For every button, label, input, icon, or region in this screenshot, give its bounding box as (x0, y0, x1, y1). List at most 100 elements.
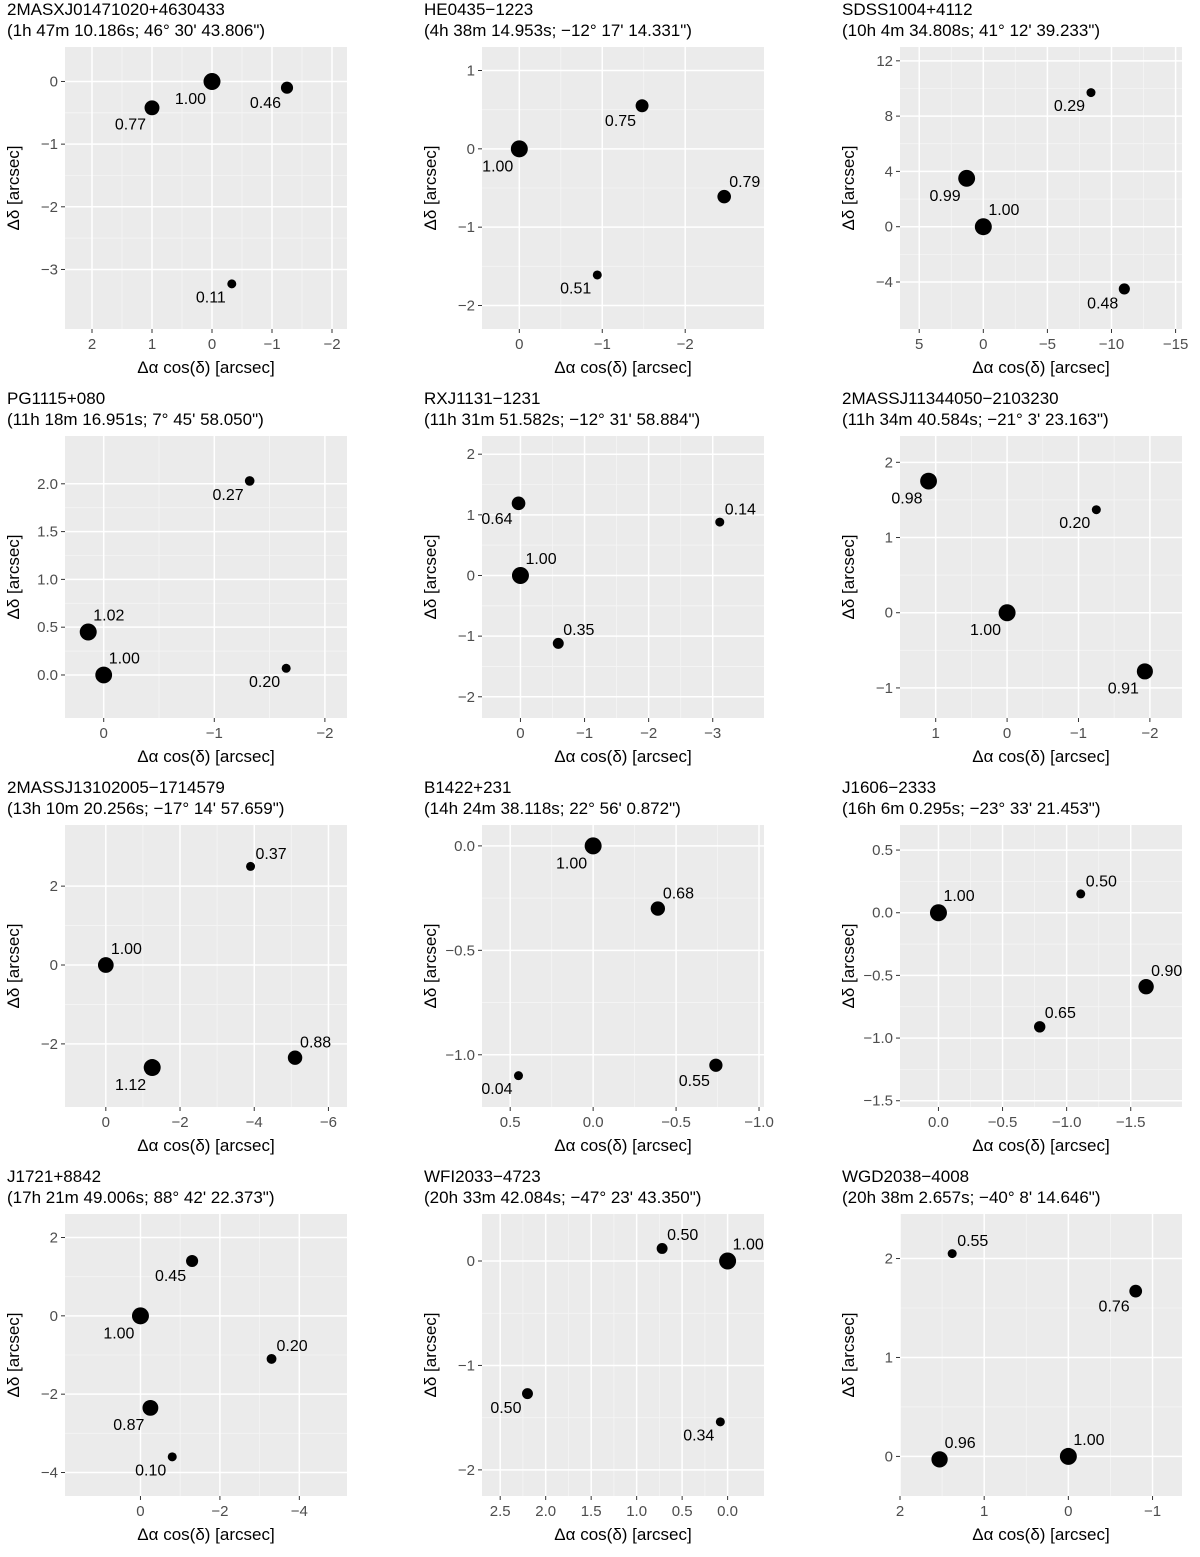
x-axis-label: Δα cos(δ) [arcsec] (137, 358, 274, 377)
panel-4: 0 −1 −2 2.0 1.5 1.0 0.5 0.0 PG1115+080 (11h 18m 1… (4, 389, 347, 766)
panel-coordinates: (14h 24m 38.118s; 22° 56' 0.872") (424, 799, 681, 818)
x-tick-label: −3 (704, 725, 721, 742)
x-axis-label: Δα cos(δ) [arcsec] (137, 1525, 274, 1544)
x-tick-label: 1 (932, 725, 940, 742)
y-tick-label: 0 (885, 605, 893, 622)
image-point (227, 279, 236, 288)
x-tick-label: 0 (100, 725, 108, 742)
flux-ratio-label: 1.12 (115, 1077, 146, 1094)
x-tick-label: −1 (263, 336, 280, 353)
x-tick-label: 0.5 (500, 1114, 521, 1131)
x-axis-label: Δα cos(δ) [arcsec] (554, 1525, 691, 1544)
panel-title: HE0435−1223 (424, 0, 533, 19)
flux-ratio-label: 0.20 (1059, 515, 1090, 532)
y-tick-label: −1.0 (445, 1047, 475, 1064)
x-tick-label: 1 (980, 1503, 988, 1520)
flux-ratio-label: 0.51 (560, 280, 591, 297)
image-point (1086, 88, 1095, 97)
flux-ratio-label: 1.00 (111, 941, 142, 958)
image-point (1129, 1285, 1142, 1298)
flux-ratio-label: 0.65 (1045, 1005, 1076, 1022)
panel-3: 5 0 −5 −10 −15 12 8 4 0 −4 SDSS1004+4112 (10h 4m 34… (839, 0, 1188, 377)
image-point (716, 1417, 725, 1426)
y-tick-label: 0.5 (872, 842, 893, 859)
flux-ratio-label: 0.98 (891, 491, 922, 508)
panel-title: RXJ1131−1231 (424, 389, 540, 408)
panel-2: 0 −1 −2 1 0 −1 −2 HE0435−1223 (4h 38m 14.953s; −… (421, 0, 764, 377)
x-tick-label: −0.5 (988, 1114, 1018, 1131)
x-tick-label: 1.0 (626, 1503, 647, 1520)
panel-10: 0 −2 −4 2 0 −2 −4 J1721+8842 (17h 21m 49.006s; 8… (4, 1167, 347, 1544)
x-tick-label: −6 (320, 1114, 337, 1131)
x-tick-label: −1.0 (744, 1114, 774, 1131)
panel-title: J1606−2333 (842, 778, 936, 797)
x-tick-label: −2 (316, 725, 333, 742)
panel-title: J1721+8842 (7, 1167, 101, 1186)
flux-ratio-label: 0.50 (1086, 873, 1117, 890)
y-axis-label: Δδ [arcsec] (421, 923, 440, 1008)
y-tick-label: −1.0 (863, 1030, 893, 1047)
x-tick-label: 0 (136, 1503, 144, 1520)
panel-coordinates: (4h 38m 14.953s; −12° 17' 14.331") (424, 21, 692, 40)
image-point (522, 1388, 533, 1399)
x-tick-label: −2 (1141, 725, 1158, 742)
image-point (553, 638, 564, 649)
flux-ratio-label: 1.00 (988, 202, 1019, 219)
y-axis-label: Δδ [arcsec] (839, 1312, 858, 1397)
image-point (267, 1354, 277, 1364)
x-tick-label: 0 (516, 725, 524, 742)
flux-ratio-label: 0.46 (250, 95, 281, 112)
y-tick-label: 0.0 (454, 838, 475, 855)
flux-ratio-label: 1.00 (556, 855, 587, 872)
y-tick-label: 0 (885, 219, 893, 236)
y-tick-label: 8 (885, 108, 893, 125)
x-tick-label: 2.0 (535, 1503, 556, 1520)
flux-ratio-label: 1.02 (93, 607, 124, 624)
y-tick-label: −1 (41, 136, 58, 153)
flux-ratio-label: 1.00 (525, 551, 556, 568)
x-axis-label: Δα cos(δ) [arcsec] (554, 1136, 691, 1155)
flux-ratio-label: 1.00 (103, 1325, 134, 1342)
image-point (709, 1059, 722, 1072)
image-point (975, 218, 992, 235)
panel-coordinates: (11h 34m 40.584s; −21° 3' 23.163") (842, 410, 1109, 429)
image-point (80, 623, 97, 640)
y-tick-label: 0.0 (872, 905, 893, 922)
flux-ratio-label: 0.99 (930, 188, 961, 205)
flux-ratio-label: 0.11 (196, 289, 226, 306)
y-tick-label: 1 (467, 507, 475, 524)
flux-ratio-label: 0.68 (663, 885, 694, 902)
flux-ratio-label: 0.48 (1087, 295, 1118, 312)
x-tick-label: −1 (1070, 725, 1087, 742)
panel-title: 2MASXJ01471020+4630433 (7, 0, 225, 19)
image-point (593, 270, 602, 279)
image-point (657, 1243, 668, 1254)
y-tick-label: −1 (458, 1357, 475, 1374)
x-tick-label: −1 (206, 725, 223, 742)
y-tick-label: 2 (885, 1251, 893, 1268)
image-point (719, 1253, 736, 1270)
x-tick-label: −2 (211, 1503, 228, 1520)
flux-ratio-label: 0.79 (729, 174, 760, 191)
y-axis-label: Δδ [arcsec] (4, 145, 23, 230)
x-tick-label: 1 (148, 336, 156, 353)
x-axis-label: Δα cos(δ) [arcsec] (972, 358, 1109, 377)
flux-ratio-label: 0.20 (249, 674, 280, 691)
y-axis-label: Δδ [arcsec] (839, 923, 858, 1008)
panel-11: 2.5 2.0 1.5 1.0 0.5 0.00−1−2WFI2033−4723(20h … (421, 1167, 764, 1544)
x-axis-label: Δα cos(δ) [arcsec] (137, 1136, 274, 1155)
y-tick-label: 0 (50, 957, 58, 974)
y-tick-label: 0 (885, 1448, 893, 1465)
x-tick-label: −2 (640, 725, 657, 742)
panel-title: WFI2033−4723 (424, 1167, 541, 1186)
y-tick-label: 1.0 (37, 571, 58, 588)
flux-ratio-label: 0.77 (115, 116, 146, 133)
image-point (514, 1071, 523, 1080)
panel-coordinates: (11h 31m 51.582s; −12° 31' 58.884") (424, 410, 700, 429)
image-point (1092, 505, 1101, 514)
y-tick-label: 1.5 (37, 524, 58, 541)
y-tick-label: −2 (41, 199, 58, 216)
y-tick-label: 0.5 (37, 619, 58, 636)
y-tick-label: −1 (876, 680, 893, 697)
y-tick-label: 0 (50, 1308, 58, 1325)
